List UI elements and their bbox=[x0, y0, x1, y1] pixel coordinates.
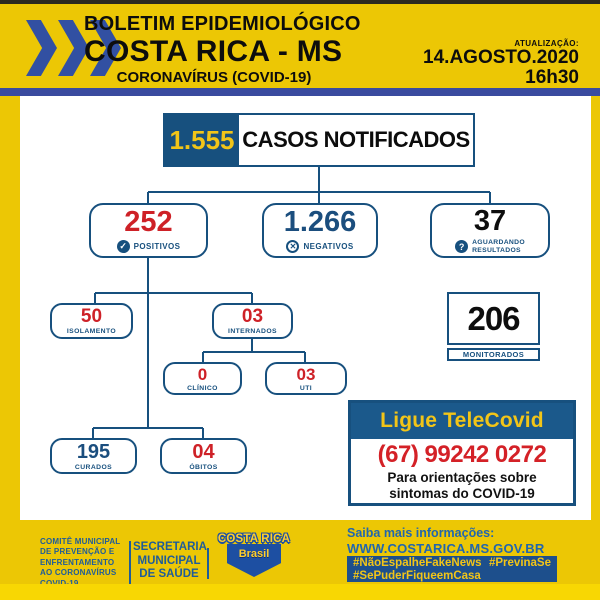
curados-box: 195 CURADOS bbox=[50, 438, 137, 474]
aguardando-box: 37 ? AGUARDANDO RESULTADOS bbox=[430, 203, 550, 258]
internados-box: 03 INTERNADOS bbox=[212, 303, 293, 339]
hashtag-fakenews: #NãoEspalheFakeNews bbox=[353, 557, 482, 569]
top-border bbox=[0, 0, 600, 4]
telecovid-box: Ligue TeleCovid (67) 99242 0272 Para ori… bbox=[348, 400, 576, 506]
isolamento-box: 50 ISOLAMENTO bbox=[50, 303, 133, 339]
aguardando-label-line2: RESULTADOS bbox=[472, 246, 521, 254]
monitorados-box: 206 bbox=[447, 292, 540, 345]
uti-value: 03 bbox=[296, 364, 316, 384]
total-cases-label: CASOS NOTIFICADOS bbox=[242, 127, 470, 152]
curados-value: 195 bbox=[76, 440, 111, 463]
bottom-yellow-strip bbox=[0, 584, 600, 600]
x-circle-icon: ✕ bbox=[286, 240, 300, 253]
secretaria-line: DE SAÚDE bbox=[139, 568, 199, 580]
question-icon: ? bbox=[455, 240, 469, 253]
bulletin-title: BOLETIM EPIDEMIOLÓGICO bbox=[84, 13, 361, 35]
logo-costa-rica-text: COSTA RICA bbox=[217, 533, 291, 545]
positivos-label: POSITIVOS bbox=[133, 242, 181, 251]
logo-shield: Brasil bbox=[227, 544, 281, 577]
chevron-icon bbox=[26, 20, 57, 76]
total-cases-box: 1.555 CASOS NOTIFICADOS bbox=[163, 113, 475, 167]
uti-label: UTI bbox=[299, 384, 313, 392]
aguardando-value: 37 bbox=[473, 205, 507, 238]
internados-value: 03 bbox=[241, 306, 264, 327]
clinico-label: CLÍNICO bbox=[187, 384, 218, 392]
telecovid-description: Para orientações sobre sintomas do COVID… bbox=[351, 470, 573, 501]
header-titles: BOLETIM EPIDEMIOLÓGICO COSTA RICA - MS C… bbox=[84, 13, 361, 86]
hashtags-banner: #NãoEspalheFakeNews #PrevinaSe #SePuderF… bbox=[347, 556, 557, 582]
telecovid-header: Ligue TeleCovid bbox=[351, 403, 573, 439]
check-icon: ✓ bbox=[116, 240, 130, 253]
obitos-box: 04 ÓBITOS bbox=[160, 438, 247, 474]
footer-divider bbox=[129, 541, 131, 585]
update-info: ATUALIZAÇÃO: 14.AGOSTO.2020 16h30 bbox=[423, 39, 579, 88]
negativos-label: NEGATIVOS bbox=[303, 242, 354, 251]
chevrons-icon bbox=[26, 20, 121, 76]
aguardando-label-line1: AGUARDANDO bbox=[472, 239, 525, 247]
isolamento-value: 50 bbox=[80, 306, 103, 327]
update-label: ATUALIZAÇÃO: bbox=[514, 39, 579, 48]
header-divider bbox=[0, 88, 600, 96]
telecovid-desc-line2: sintomas do COVID-19 bbox=[389, 485, 535, 501]
costa-rica-brasil-logo: COSTA RICA Brasil bbox=[213, 533, 295, 577]
website-url[interactable]: WWW.COSTARICA.MS.GOV.BR bbox=[347, 541, 545, 556]
secretaria-line: MUNICIPAL bbox=[137, 554, 201, 567]
clinico-box: 0 CLÍNICO bbox=[163, 362, 242, 395]
telecovid-phone: (67) 99242 0272 bbox=[377, 441, 547, 468]
footer-divider bbox=[207, 548, 209, 579]
city-title: COSTA RICA - MS bbox=[84, 35, 343, 68]
telecovid-title: Ligue TeleCovid bbox=[380, 409, 544, 432]
hashtag-previnase: #PrevinaSe bbox=[488, 557, 551, 569]
secretaria-text: SECRETARIA MUNICIPAL DE SAÚDE bbox=[133, 541, 207, 582]
positivos-value: 252 bbox=[124, 206, 173, 238]
hashtag-fiqueemcasa: #SePuderFiqueemCasa bbox=[353, 569, 481, 582]
committee-line: ENFRENTAMENTO bbox=[40, 557, 115, 567]
committee-line: COMITÊ MUNICIPAL bbox=[40, 537, 121, 546]
logo-brasil-text: Brasil bbox=[238, 548, 270, 560]
positivos-box: 252 ✓ POSITIVOS bbox=[89, 203, 208, 258]
uti-box: 03 UTI bbox=[265, 362, 347, 395]
curados-label: CURADOS bbox=[74, 463, 113, 471]
clinico-value: 0 bbox=[197, 364, 208, 384]
isolamento-label: ISOLAMENTO bbox=[66, 328, 117, 335]
secretaria-line: SECRETARIA bbox=[133, 541, 207, 553]
committee-line: COVID-19 bbox=[40, 579, 120, 589]
negativos-box: 1.266 ✕ NEGATIVOS bbox=[262, 203, 378, 258]
monitorados-label: MONITORADOS bbox=[447, 348, 540, 361]
update-time: 16h30 bbox=[525, 66, 579, 88]
committee-text: COMITÊ MUNICIPAL DE PREVENÇÃO E ENFRENTA… bbox=[40, 537, 120, 589]
total-cases-value: 1.555 bbox=[165, 115, 239, 165]
telecovid-desc-line1: Para orientações sobre bbox=[387, 470, 537, 485]
update-date: 14.AGOSTO.2020 bbox=[423, 47, 579, 68]
committee-line: AO CORONAVÍRUS bbox=[40, 568, 117, 578]
obitos-value: 04 bbox=[192, 440, 215, 463]
committee-line: DE PREVENÇÃO E bbox=[40, 547, 115, 557]
obitos-label: ÓBITOS bbox=[189, 463, 218, 471]
negativos-value: 1.266 bbox=[283, 206, 357, 238]
internados-label: INTERNADOS bbox=[228, 328, 277, 335]
more-info-label: Saiba mais informações: bbox=[347, 526, 495, 540]
subtitle: CORONAVÍRUS (COVID-19) bbox=[116, 69, 312, 86]
